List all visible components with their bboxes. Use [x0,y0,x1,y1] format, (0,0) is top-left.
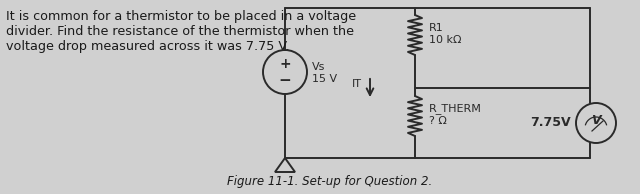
Text: Figure 11-1. Set-up for Question 2.: Figure 11-1. Set-up for Question 2. [227,175,433,188]
Text: −: − [278,73,291,88]
Text: It is common for a thermistor to be placed in a voltage
divider. Find the resist: It is common for a thermistor to be plac… [6,10,356,53]
Text: R1: R1 [429,23,444,33]
Text: +: + [279,57,291,71]
Text: 10 kΩ: 10 kΩ [429,35,461,45]
Text: IT: IT [352,79,362,89]
Text: 15 V: 15 V [312,74,337,84]
Text: R_THERM: R_THERM [429,104,482,114]
Text: ? Ω: ? Ω [429,116,447,126]
Text: V: V [591,113,601,126]
Text: Vs: Vs [312,62,325,72]
Text: 7.75V: 7.75V [531,117,571,130]
